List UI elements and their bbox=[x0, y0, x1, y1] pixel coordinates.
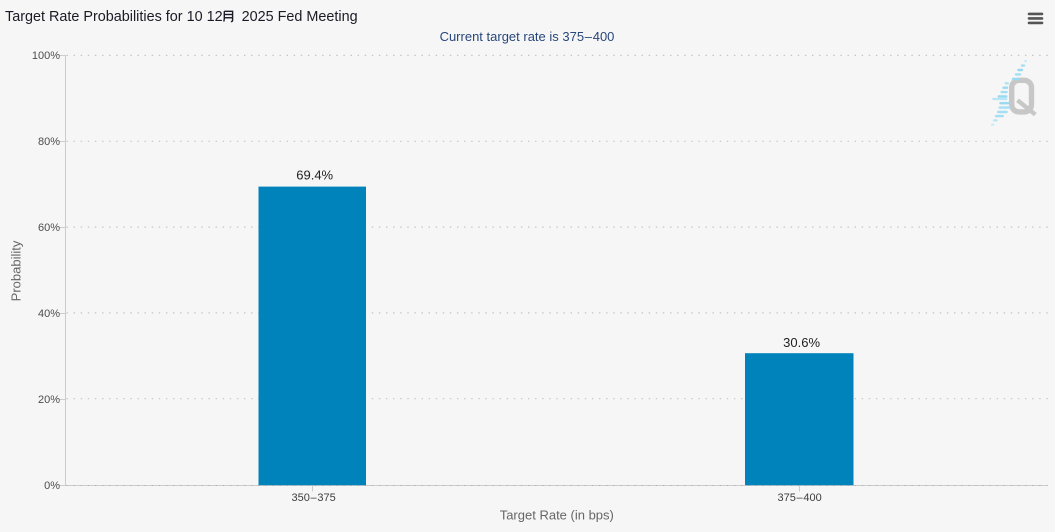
svg-text:350–375: 350–375 bbox=[291, 492, 335, 504]
svg-text:60%: 60% bbox=[38, 222, 60, 234]
svg-text:Probability: Probability bbox=[9, 240, 24, 301]
svg-text:Current target rate is 375–400: Current target rate is 375–400 bbox=[440, 29, 615, 44]
svg-text:80%: 80% bbox=[38, 136, 60, 148]
svg-text:69.4%: 69.4% bbox=[296, 168, 333, 183]
svg-text:20%: 20% bbox=[38, 394, 60, 406]
svg-text:375–400: 375–400 bbox=[777, 492, 821, 504]
svg-text:40%: 40% bbox=[38, 308, 60, 320]
svg-text:Target Rate Probabilities for: Target Rate Probabilities for 10 12 bbox=[5, 9, 223, 25]
svg-text:2025 Fed Meeting: 2025 Fed Meeting bbox=[242, 9, 358, 25]
svg-text:0%: 0% bbox=[44, 480, 60, 492]
svg-text:30.6%: 30.6% bbox=[783, 335, 820, 350]
svg-text:100%: 100% bbox=[32, 50, 60, 62]
svg-text:Target Rate (in bps): Target Rate (in bps) bbox=[500, 507, 614, 522]
